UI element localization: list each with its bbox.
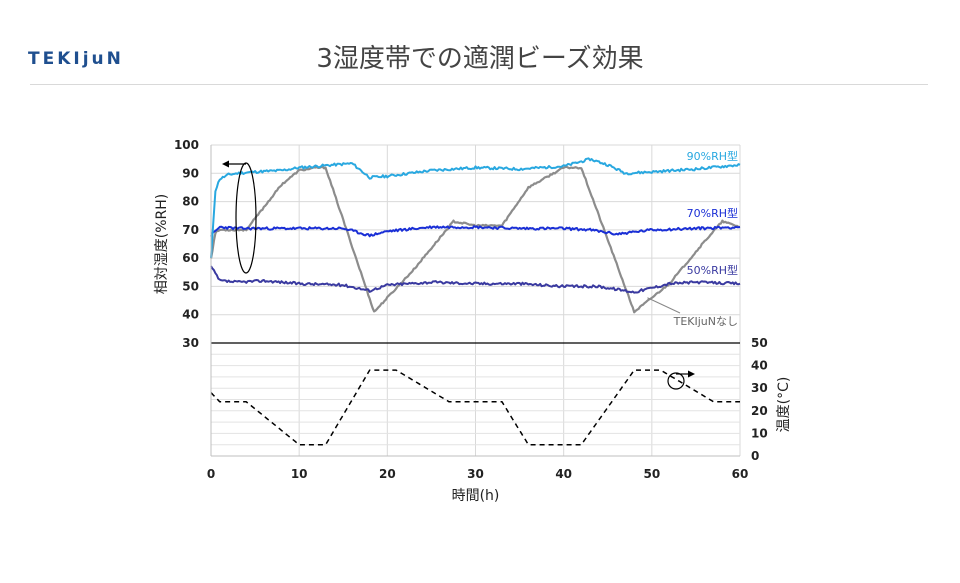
humidity-tick-label: 30 (182, 336, 199, 350)
humidity-axis-indicator-ellipse (235, 162, 257, 274)
annotation-50rh: 50%RH型 (687, 263, 738, 277)
temperature-tick-label: 40 (751, 359, 768, 373)
page-title: 3湿度帯での適潤ビーズ効果 (316, 44, 644, 74)
humidity-tick-label: 90 (182, 166, 199, 180)
x-tick-label: 10 (291, 467, 308, 481)
humidity-tick-label: 50 (182, 279, 199, 293)
humidity-axis-title: 相対湿度(%RH) (154, 194, 170, 294)
annotation-70rh: 70%RH型 (687, 206, 738, 220)
temperature-axis-arrow-head (688, 370, 695, 378)
series-temperature-line (210, 369, 740, 446)
no-tekijun-leader-line (647, 297, 681, 314)
x-tick-label: 0 (207, 467, 215, 481)
header-divider (30, 84, 928, 85)
temperature-tick-label: 50 (751, 336, 768, 350)
series-50rh-line (210, 265, 741, 294)
x-tick-label: 50 (643, 467, 660, 481)
temperature-tick-label: 10 (751, 426, 768, 440)
humidity-tick-label: 70 (182, 223, 199, 237)
temperature-axis-indicator-circle (667, 372, 685, 390)
humidity-tick-label: 100 (174, 138, 199, 152)
chart-series (209, 157, 741, 446)
brand-logo: TEKIjuN (28, 49, 124, 69)
x-tick-label: 20 (379, 467, 396, 481)
temperature-tick-label: 0 (751, 449, 759, 463)
x-tick-label: 30 (467, 467, 484, 481)
series-70rh-line (210, 225, 741, 238)
annotation-no-tekijun: TEKIjuNなし (673, 315, 738, 328)
humidity-axis-arrow-head (222, 160, 229, 168)
x-tick-label: 60 (732, 467, 749, 481)
series-90rh-line (210, 157, 741, 258)
x-tick-label: 40 (555, 467, 572, 481)
chart-axes (210, 145, 740, 457)
temperature-tick-label: 20 (751, 404, 768, 418)
humidity-tick-label: 60 (182, 251, 199, 265)
chart-labels: 0 10 20 30 40 50 60 30 40 50 60 70 80 90 100 0 10 20 30 40 5… (154, 138, 792, 504)
humidity-tick-label: 40 (182, 308, 199, 322)
x-axis-title: 時間(h) (452, 488, 500, 504)
temperature-axis-title: 温度(°C) (776, 377, 792, 433)
temperature-tick-label: 30 (751, 381, 768, 395)
chart-grid (210, 144, 741, 457)
annotation-90rh: 90%RH型 (687, 149, 738, 163)
humidity-tick-label: 80 (182, 195, 199, 209)
